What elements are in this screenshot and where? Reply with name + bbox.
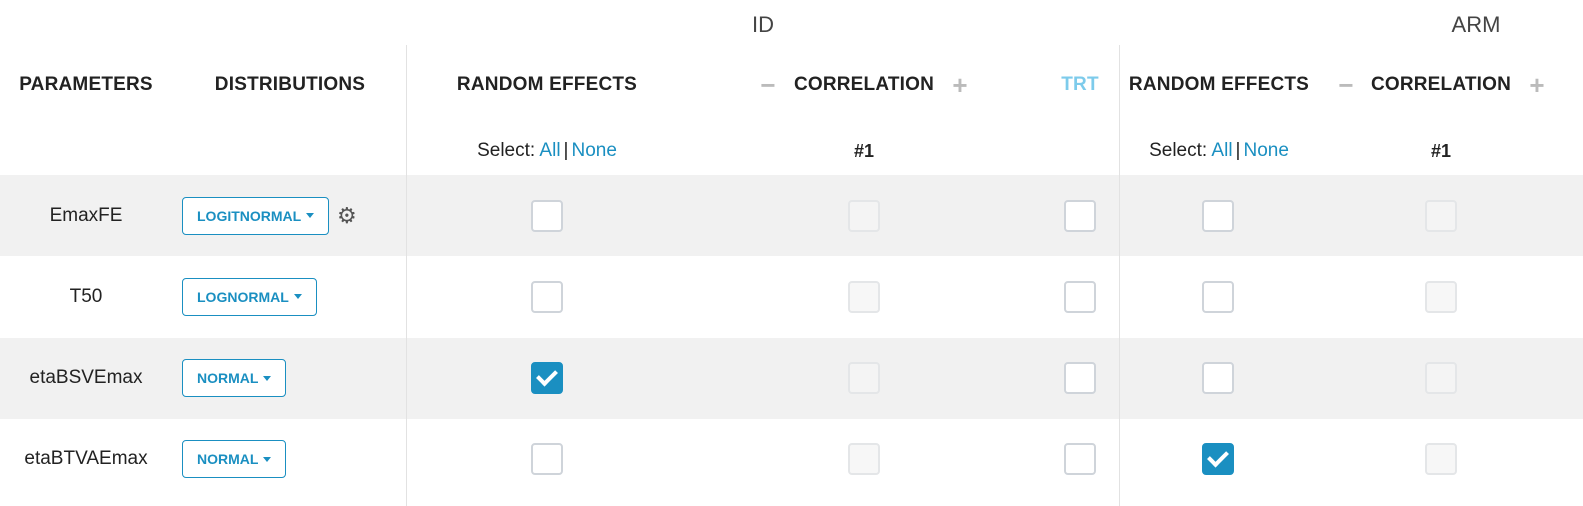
header-parameters: PARAMETERS	[19, 74, 153, 95]
table-row: T50 LOGNORMAL	[0, 256, 1583, 337]
id-correlation-remove-button[interactable]: −	[760, 70, 776, 100]
arm-random-effect-checkbox[interactable]	[1202, 280, 1234, 313]
select-all-link[interactable]: All	[1211, 140, 1233, 161]
table-row: etaBTVAEmax NORMAL	[0, 419, 1583, 500]
arm-correlation-checkbox	[1425, 199, 1457, 232]
header-arm-random-effects: RANDOM EFFECTS	[1128, 74, 1310, 95]
trt-checkbox[interactable]	[1064, 280, 1096, 313]
parameter-name: EmaxFE	[49, 204, 123, 226]
arm-random-effect-checkbox[interactable]	[1202, 443, 1234, 476]
parameter-name: etaBTVAEmax	[24, 448, 148, 470]
header-distributions: DISTRIBUTIONS	[214, 74, 366, 95]
select-all-link[interactable]: All	[539, 140, 561, 161]
arm-correlation-checkbox	[1425, 443, 1457, 476]
distribution-dropdown[interactable]: NORMAL	[182, 359, 287, 398]
id-correlation-checkbox	[848, 199, 880, 232]
group-header-id: ID	[752, 12, 774, 37]
caret-down-icon	[306, 213, 315, 218]
distribution-label: NORMAL	[197, 370, 259, 387]
group-header-arm: ARM	[1451, 12, 1501, 37]
arm-correlation-checkbox	[1425, 362, 1457, 395]
trt-checkbox[interactable]	[1064, 199, 1096, 232]
arm-correlation-remove-button[interactable]: −	[1338, 70, 1354, 100]
arm-select-links: Select: All | None	[1149, 140, 1289, 162]
id-correlation-checkbox	[848, 443, 880, 476]
id-select-links: Select: All | None	[477, 140, 617, 162]
id-correlation-checkbox	[848, 362, 880, 395]
arm-correlation-checkbox	[1425, 280, 1457, 313]
header-arm-correlation: CORRELATION	[1370, 74, 1512, 95]
arm-correlation-number: #1	[1430, 141, 1452, 161]
arm-correlation-add-button[interactable]: +	[1529, 70, 1545, 100]
parameter-name: T50	[69, 285, 103, 307]
id-correlation-add-button[interactable]: +	[952, 70, 968, 100]
id-random-effect-checkbox[interactable]	[531, 362, 563, 395]
header-id-random-effects: RANDOM EFFECTS	[456, 74, 638, 95]
parameter-name: etaBSVEmax	[29, 367, 143, 389]
id-random-effect-checkbox[interactable]	[531, 199, 563, 232]
id-random-effect-checkbox[interactable]	[531, 443, 563, 476]
divider	[1119, 45, 1120, 506]
select-label: Select:	[477, 140, 536, 161]
table-row: EmaxFE LOGITNORMAL ⚙	[0, 175, 1583, 256]
trt-checkbox[interactable]	[1064, 362, 1096, 395]
divider	[406, 45, 407, 506]
header-id-correlation: CORRELATION	[793, 74, 935, 95]
select-label: Select:	[1149, 140, 1208, 161]
distribution-dropdown[interactable]: LOGNORMAL	[182, 277, 317, 316]
separator: |	[1235, 140, 1241, 161]
id-correlation-checkbox	[848, 280, 880, 313]
distribution-label: NORMAL	[197, 451, 259, 468]
distribution-dropdown[interactable]: LOGITNORMAL	[182, 196, 330, 235]
caret-down-icon	[293, 294, 302, 300]
gear-icon[interactable]: ⚙	[337, 202, 357, 228]
distribution-label: LOGNORMAL	[197, 288, 289, 305]
table-row: etaBSVEmax NORMAL	[0, 337, 1583, 419]
header-trt[interactable]: TRT	[1061, 74, 1099, 95]
id-random-effect-checkbox[interactable]	[531, 280, 563, 313]
select-none-link[interactable]: None	[571, 140, 617, 161]
separator: |	[563, 140, 569, 161]
distribution-dropdown[interactable]: NORMAL	[182, 440, 287, 479]
trt-checkbox[interactable]	[1064, 443, 1096, 476]
select-none-link[interactable]: None	[1243, 140, 1289, 161]
distribution-label: LOGITNORMAL	[197, 207, 302, 224]
arm-random-effect-checkbox[interactable]	[1202, 199, 1234, 232]
caret-down-icon	[263, 456, 272, 462]
arm-random-effect-checkbox[interactable]	[1202, 362, 1234, 395]
id-correlation-number: #1	[853, 141, 875, 161]
caret-down-icon	[263, 375, 272, 381]
